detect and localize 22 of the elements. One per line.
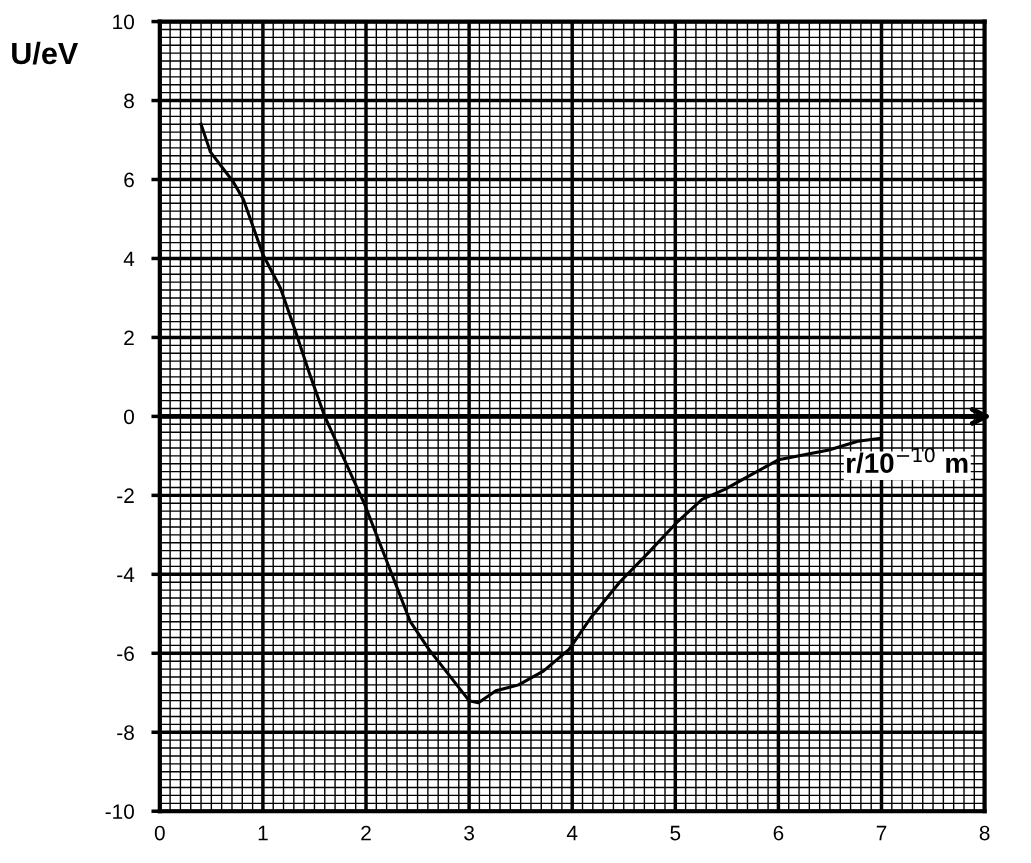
y-tick-label: 0	[124, 409, 134, 425]
y-tick-label: -4	[117, 567, 135, 582]
x-tick-label: 4	[566, 825, 578, 841]
y-tick-label: 10	[113, 14, 134, 30]
y-tick-label: 8	[124, 93, 134, 109]
x-tick-label: 2	[361, 825, 371, 841]
y-tick-label: -8	[117, 725, 134, 741]
x-tick-label: 0	[154, 825, 165, 841]
x-tick-label: 3	[464, 825, 474, 841]
x-tick-label: 8	[979, 825, 990, 841]
y-tick-label: -6	[117, 646, 134, 662]
x-axis-title: r/10$^{−10}$ m	[847, 447, 968, 474]
y-tick-label: 2	[124, 330, 134, 345]
y-tick-label: 6	[124, 172, 134, 188]
y-tick-label: -2	[117, 488, 134, 503]
x-tick-label: 7	[876, 825, 887, 841]
y-tick-label: -10	[105, 804, 134, 819]
x-tick-label: 1	[258, 825, 268, 841]
x-tick-label: 5	[670, 825, 681, 841]
y-tick-label: 4	[123, 251, 135, 267]
x-tick-label: 6	[773, 825, 784, 841]
y-axis-title: U/eV	[12, 41, 79, 65]
